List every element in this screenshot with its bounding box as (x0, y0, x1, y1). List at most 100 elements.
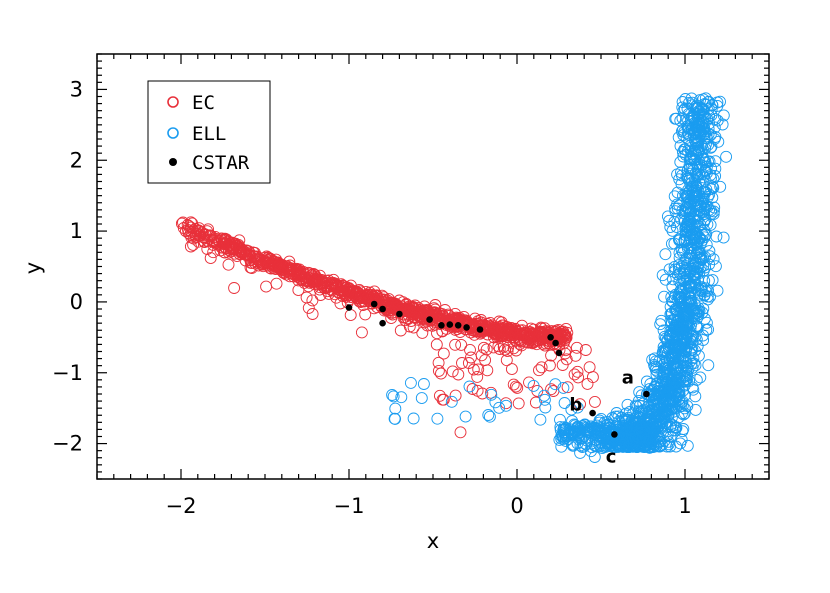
ell-point (664, 328, 676, 341)
ell-point (671, 389, 684, 402)
ell-point (704, 290, 716, 303)
ell-point (637, 440, 650, 453)
ell-point (387, 390, 400, 403)
ell-point (697, 251, 710, 264)
ell-point (689, 403, 702, 416)
y-tick-label: 3 (70, 77, 83, 101)
ec-point (533, 326, 546, 339)
ell-point (558, 429, 571, 442)
ell-point (678, 235, 691, 248)
ec-point (354, 285, 367, 298)
ec-point (456, 357, 468, 369)
ell-point (527, 379, 540, 392)
ec-point (476, 387, 489, 400)
ell-point (672, 319, 685, 332)
ell-point (674, 140, 687, 152)
ell-point (675, 346, 688, 359)
ell-point (685, 161, 698, 174)
ec-point (554, 327, 567, 340)
ell-point (700, 183, 713, 196)
ec-point (579, 344, 592, 356)
ell-point (626, 424, 639, 437)
ec-point (260, 280, 273, 293)
ell-point (695, 282, 708, 295)
ell-point (717, 231, 730, 244)
ell-point (695, 197, 708, 210)
ell-point (659, 332, 672, 345)
cstar-point (438, 322, 445, 329)
ell-point (672, 300, 685, 313)
ell-point (683, 153, 696, 166)
ec-point (340, 282, 353, 295)
ec-point (228, 242, 241, 255)
annotations: a b c (569, 367, 634, 467)
x-tick-label: −2 (166, 494, 197, 518)
cstar-point (463, 324, 470, 331)
ell-point (680, 334, 693, 347)
ec-point (541, 334, 554, 347)
ell-point (705, 162, 718, 175)
ell-point (649, 355, 662, 368)
ec-point (326, 280, 339, 293)
cstar-point (379, 305, 386, 313)
ec-point (175, 217, 188, 230)
x-axis-label: x (427, 529, 439, 553)
ec-point (462, 357, 475, 369)
ell-point (620, 421, 633, 434)
ell-point (671, 198, 683, 211)
ticks-layer (96, 53, 770, 480)
y-tick-label: −1 (52, 361, 83, 385)
ell-point (698, 214, 711, 227)
ell-point (677, 375, 690, 387)
ec-point (182, 227, 195, 240)
cstar-point (345, 304, 353, 311)
ell-point (654, 318, 667, 331)
ell-point (720, 150, 733, 163)
ell-point (705, 207, 718, 220)
ec-point (314, 278, 327, 291)
ell-point (670, 421, 683, 434)
ec-point (569, 349, 582, 362)
ell-point (685, 333, 698, 346)
ell-point (684, 178, 697, 191)
ec-point (306, 308, 319, 320)
ell-point (648, 380, 661, 393)
cstar-point (370, 300, 378, 308)
ec-point (355, 326, 368, 339)
ec-point (545, 349, 558, 362)
ell-point (680, 170, 693, 183)
ell-point (694, 371, 707, 384)
ell-point (538, 389, 551, 402)
ell-point (653, 355, 666, 367)
ell-point (681, 120, 694, 133)
ec-point (407, 321, 420, 334)
ell-point (697, 129, 710, 141)
ell-point (686, 239, 699, 252)
ec-point (244, 249, 257, 262)
ec-point (437, 347, 450, 360)
ec-point (436, 393, 449, 406)
ell-point (675, 433, 688, 446)
cstar-point (396, 310, 403, 318)
ec-point (550, 328, 563, 340)
ec-point (505, 363, 518, 376)
cstar-point (446, 321, 454, 328)
ell-point (687, 304, 700, 317)
ec-point (394, 324, 407, 337)
ell-point (661, 335, 674, 348)
ell-point (663, 214, 676, 227)
ell-point (708, 201, 721, 214)
ell-point (689, 276, 702, 289)
ell-point (692, 101, 705, 114)
ell-point (678, 407, 691, 420)
ec-point (449, 338, 462, 351)
ec-point (529, 396, 542, 409)
ell-point (705, 140, 718, 153)
ell-point (702, 95, 715, 108)
ec-point (522, 330, 535, 342)
ell-point (555, 429, 568, 442)
ec-point (292, 270, 305, 283)
ell-point (463, 380, 476, 393)
ell-point (415, 392, 428, 405)
ell-point (617, 422, 630, 434)
